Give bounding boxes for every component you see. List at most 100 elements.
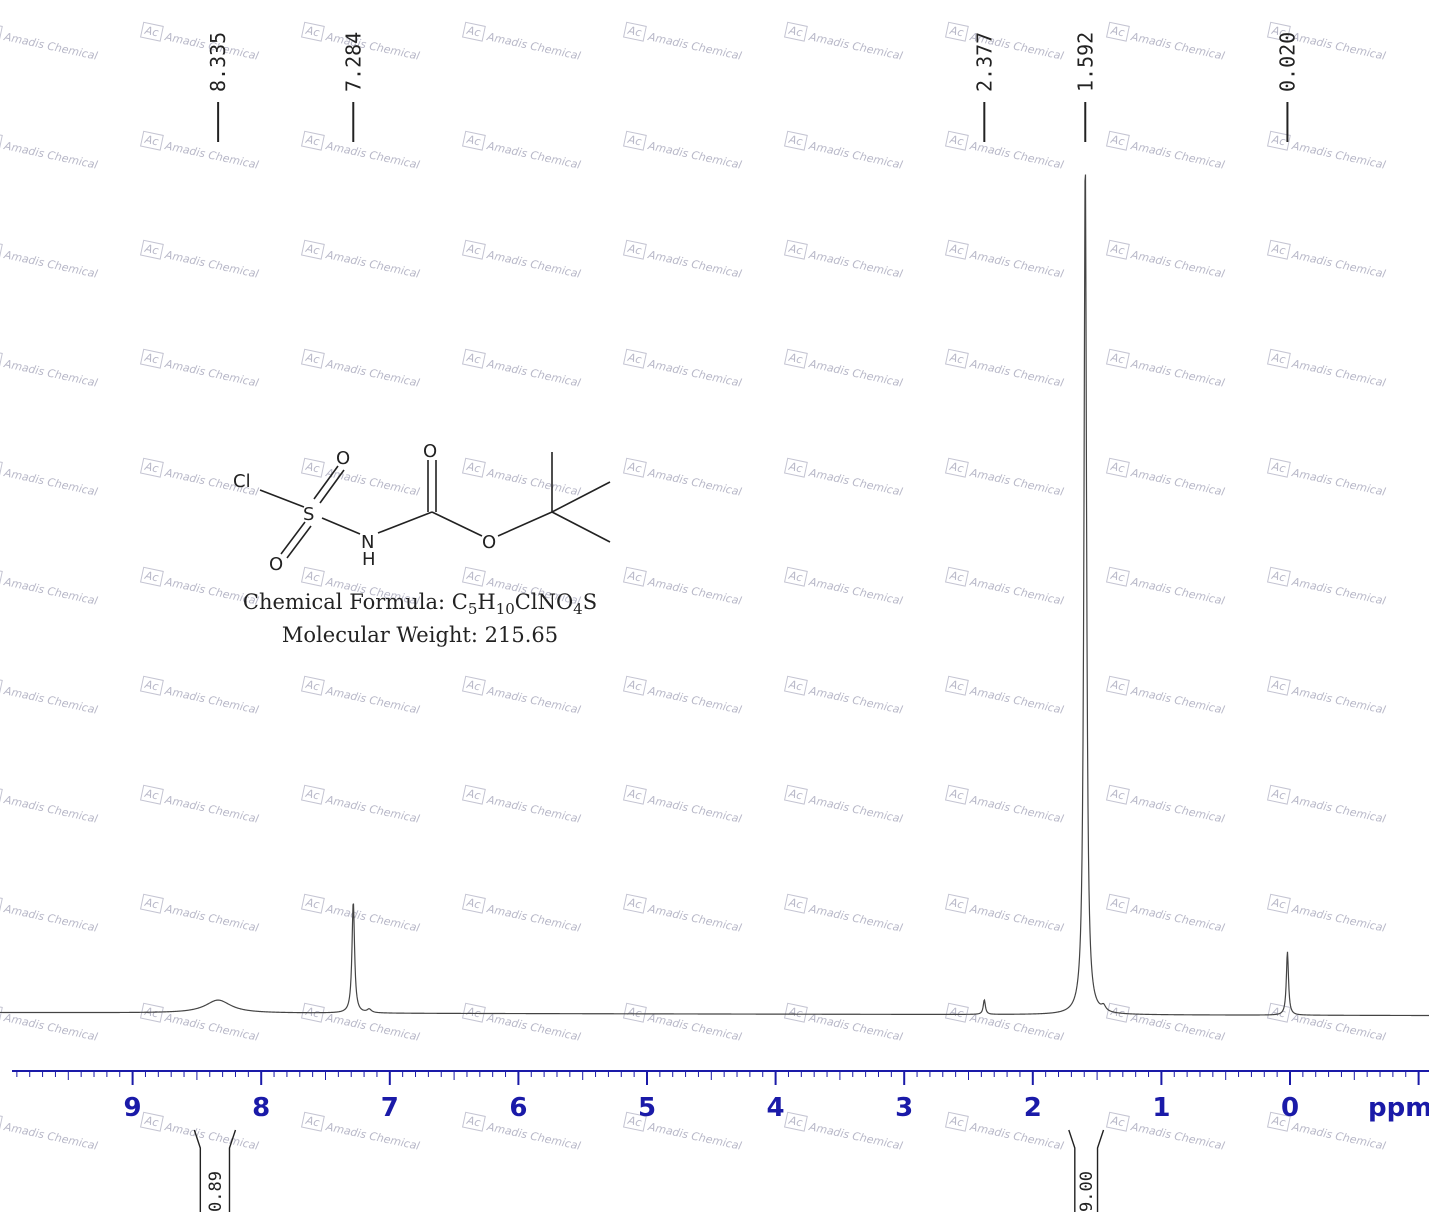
watermark-41: Ac Amadis Chemical bbox=[783, 457, 904, 499]
svg-text:Ac: Ac bbox=[787, 133, 804, 149]
bond-s-o-bottom-b bbox=[286, 525, 312, 559]
bond-methyl-3 bbox=[551, 511, 611, 543]
svg-text:Ac: Ac bbox=[1270, 896, 1287, 912]
svg-text:Ac: Ac bbox=[948, 242, 965, 258]
svg-text:Amadis Chemical: Amadis Chemical bbox=[646, 466, 743, 499]
x-tick-label-2: 2 bbox=[1024, 1093, 1042, 1123]
watermark-13: Ac Amadis Chemical bbox=[622, 130, 743, 172]
svg-text:Amadis Chemical: Amadis Chemical bbox=[646, 902, 743, 935]
peak-3: 1.592 bbox=[1073, 32, 1097, 142]
svg-text:Ac: Ac bbox=[1270, 351, 1287, 367]
bond-o-c-tert bbox=[497, 511, 553, 537]
watermark-60: Ac Amadis Chemical bbox=[944, 675, 1065, 717]
svg-text:Amadis Chemical: Amadis Chemical bbox=[485, 902, 582, 935]
svg-text:Amadis Chemical: Amadis Chemical bbox=[807, 1120, 904, 1153]
watermark-7: Ac Amadis Chemical bbox=[1105, 21, 1226, 63]
watermark-26: Ac Amadis Chemical bbox=[1266, 239, 1387, 281]
svg-text:Amadis Chemical: Amadis Chemical bbox=[646, 248, 743, 281]
svg-text:Ac: Ac bbox=[465, 460, 482, 476]
peak-4: 0.020 bbox=[1275, 32, 1299, 142]
watermark-29: Ac Amadis Chemical bbox=[300, 348, 421, 390]
svg-text:Ac: Ac bbox=[1109, 1114, 1126, 1130]
svg-text:Amadis Chemical: Amadis Chemical bbox=[163, 902, 260, 935]
svg-text:Ac: Ac bbox=[465, 787, 482, 803]
svg-text:Ac: Ac bbox=[465, 242, 482, 258]
peak-label-4: 0.020 bbox=[1275, 32, 1299, 92]
atom-o-bottom: O bbox=[269, 554, 283, 575]
watermark-65: Ac Amadis Chemical bbox=[300, 784, 421, 826]
x-tick-label-3: 3 bbox=[895, 1093, 913, 1123]
svg-text:Amadis Chemical: Amadis Chemical bbox=[646, 793, 743, 826]
svg-text:Ac: Ac bbox=[948, 1005, 965, 1021]
svg-text:Amadis Chemical: Amadis Chemical bbox=[2, 902, 99, 935]
svg-text:Amadis Chemical: Amadis Chemical bbox=[485, 30, 582, 63]
svg-text:Ac: Ac bbox=[1270, 569, 1287, 585]
watermark-50: Ac Amadis Chemical bbox=[783, 566, 904, 608]
svg-text:Amadis Chemical: Amadis Chemical bbox=[807, 248, 904, 281]
svg-text:Ac: Ac bbox=[787, 896, 804, 912]
svg-text:Ac: Ac bbox=[465, 569, 482, 585]
svg-text:Amadis Chemical: Amadis Chemical bbox=[646, 139, 743, 172]
svg-text:Ac: Ac bbox=[1270, 460, 1287, 476]
watermark-40: Ac Amadis Chemical bbox=[622, 457, 743, 499]
svg-text:Ac: Ac bbox=[304, 678, 321, 694]
svg-text:Ac: Ac bbox=[304, 351, 321, 367]
svg-text:Amadis Chemical: Amadis Chemical bbox=[646, 1011, 743, 1044]
watermark-42: Ac Amadis Chemical bbox=[944, 457, 1065, 499]
watermark-69: Ac Amadis Chemical bbox=[944, 784, 1065, 826]
svg-text:Ac: Ac bbox=[1109, 133, 1126, 149]
svg-text:Amadis Chemical: Amadis Chemical bbox=[968, 139, 1065, 172]
svg-text:Ac: Ac bbox=[626, 24, 643, 40]
x-tick-label-9: 9 bbox=[124, 1093, 142, 1123]
watermark-17: Ac Amadis Chemical bbox=[1266, 130, 1387, 172]
svg-text:Ac: Ac bbox=[1109, 569, 1126, 585]
molecule-structure bbox=[259, 452, 611, 559]
watermark-52: Ac Amadis Chemical bbox=[1105, 566, 1226, 608]
integral-group: 0.89 9.00 bbox=[193, 1129, 1105, 1212]
svg-text:Ac: Ac bbox=[143, 678, 160, 694]
watermark-88: Ac Amadis Chemical bbox=[1105, 1002, 1226, 1044]
svg-text:Amadis Chemical: Amadis Chemical bbox=[485, 139, 582, 172]
svg-text:Amadis Chemical: Amadis Chemical bbox=[1129, 1120, 1226, 1153]
watermark-79: Ac Amadis Chemical bbox=[1105, 893, 1226, 935]
svg-text:Ac: Ac bbox=[1109, 242, 1126, 258]
svg-text:Ac: Ac bbox=[626, 569, 643, 585]
svg-text:Amadis Chemical: Amadis Chemical bbox=[1129, 902, 1226, 935]
watermark-95: Ac Amadis Chemical bbox=[783, 1111, 904, 1153]
peak-label-3: 1.592 bbox=[1073, 32, 1097, 92]
watermark-1: Ac Amadis Chemical bbox=[139, 21, 260, 63]
bond-s-o-top-a bbox=[313, 465, 339, 500]
svg-text:Amadis Chemical: Amadis Chemical bbox=[2, 466, 99, 499]
svg-text:Amadis Chemical: Amadis Chemical bbox=[324, 139, 421, 172]
atom-o-carbonyl: O bbox=[423, 441, 437, 462]
x-tick-label-4: 4 bbox=[767, 1093, 785, 1123]
svg-text:Amadis Chemical: Amadis Chemical bbox=[968, 466, 1065, 499]
watermark-51: Ac Amadis Chemical bbox=[944, 566, 1065, 608]
watermark-74: Ac Amadis Chemical bbox=[300, 893, 421, 935]
svg-text:Ac: Ac bbox=[143, 24, 160, 40]
svg-text:Amadis Chemical: Amadis Chemical bbox=[324, 1011, 421, 1044]
svg-text:Ac: Ac bbox=[626, 460, 643, 476]
svg-text:Amadis Chemical: Amadis Chemical bbox=[485, 248, 582, 281]
x-tick-label-0: 0 bbox=[1281, 1093, 1299, 1123]
svg-text:Amadis Chemical: Amadis Chemical bbox=[2, 248, 99, 281]
svg-text:Amadis Chemical: Amadis Chemical bbox=[1129, 575, 1226, 608]
svg-text:Amadis Chemical: Amadis Chemical bbox=[485, 357, 582, 390]
svg-text:Ac: Ac bbox=[787, 242, 804, 258]
integral-value-0: 0.89 bbox=[206, 1171, 226, 1212]
svg-text:Ac: Ac bbox=[948, 1114, 965, 1130]
watermark-70: Ac Amadis Chemical bbox=[1105, 784, 1226, 826]
watermark-4: Ac Amadis Chemical bbox=[622, 21, 743, 63]
watermark-19: Ac Amadis Chemical bbox=[139, 239, 260, 281]
watermark-78: Ac Amadis Chemical bbox=[944, 893, 1065, 935]
spectrum-trace bbox=[0, 174, 1429, 1017]
watermark-35: Ac Amadis Chemical bbox=[1266, 348, 1387, 390]
svg-text:Ac: Ac bbox=[948, 787, 965, 803]
